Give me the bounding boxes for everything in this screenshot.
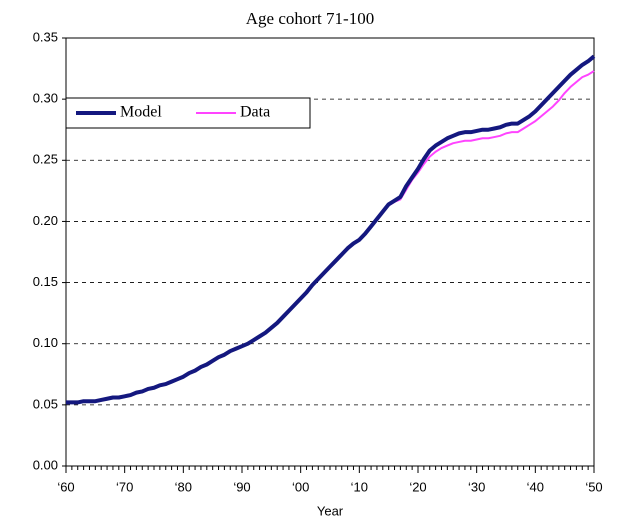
x-tick-label: ‘60 [57,479,74,494]
y-tick-label: 0.35 [33,29,58,44]
x-tick-label: ‘70 [116,479,133,494]
y-tick-label: 0.15 [33,274,58,289]
x-tick-label: ‘30 [468,479,485,494]
y-tick-label: 0.00 [33,457,58,472]
y-tick-label: 0.20 [33,213,58,228]
legend-label: Model [120,104,162,121]
x-tick-label: ‘20 [409,479,426,494]
chart-title: Age cohort 71-100 [246,9,374,28]
y-tick-label: 0.30 [33,91,58,106]
y-tick-label: 0.25 [33,152,58,167]
y-tick-label: 0.05 [33,396,58,411]
series-line [66,54,596,405]
x-axis-label: Year [317,503,344,518]
x-tick-label: ‘00 [292,479,309,494]
x-tick-label: ‘50 [585,479,602,494]
y-tick-label: 0.10 [33,335,58,350]
x-tick-label: ‘10 [351,479,368,494]
x-tick-label: ‘40 [527,479,544,494]
x-tick-label: ‘90 [233,479,250,494]
x-tick-label: ‘80 [175,479,192,494]
legend-label: Data [240,104,270,121]
